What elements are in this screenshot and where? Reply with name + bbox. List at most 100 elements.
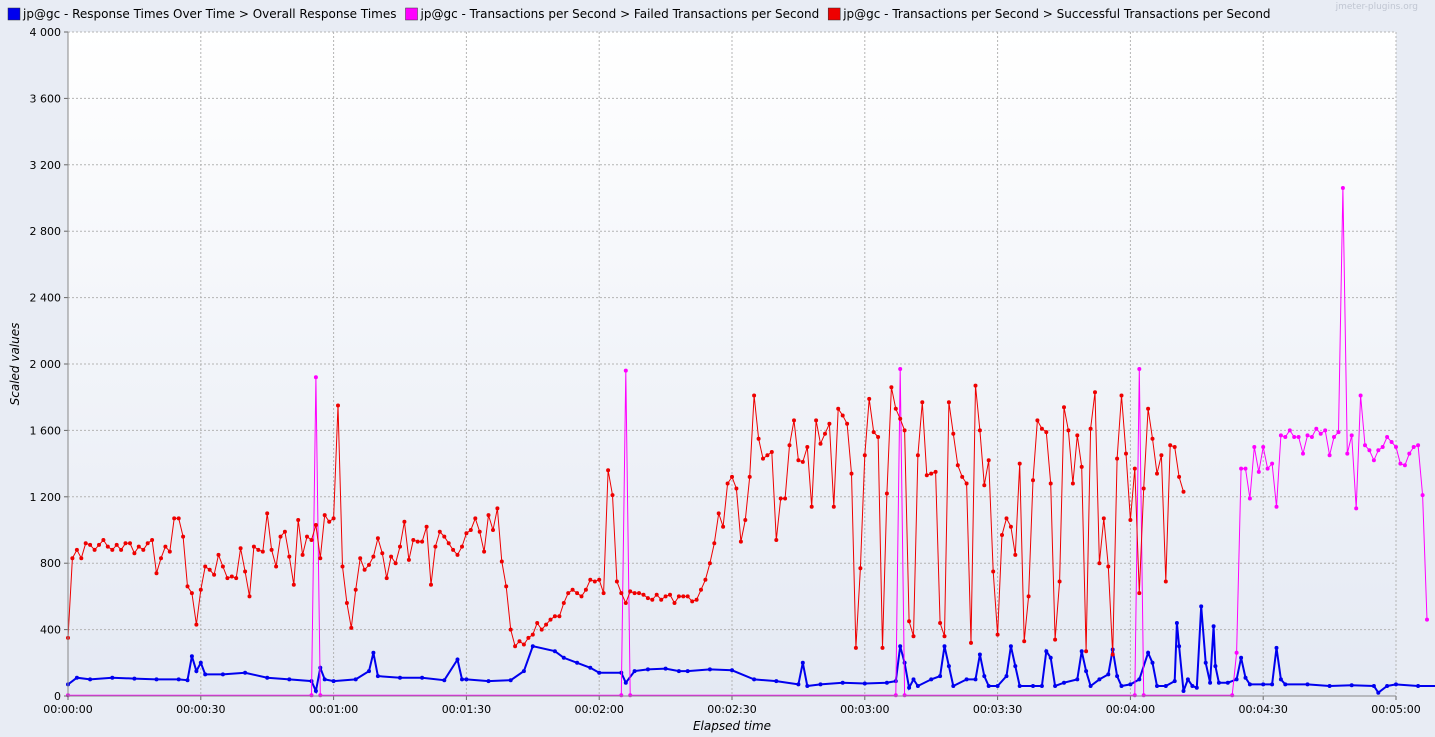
data-point [588, 577, 593, 582]
data-point [460, 677, 464, 682]
data-point [738, 539, 743, 544]
data-point [973, 677, 978, 682]
series-1 [66, 186, 1429, 698]
data-point [1416, 443, 1421, 448]
data-point [123, 541, 128, 546]
data-point [278, 534, 283, 539]
data-point [544, 622, 549, 627]
data-point [1177, 474, 1182, 479]
data-point [429, 582, 433, 587]
data-point [907, 685, 912, 690]
data-point [1185, 677, 1190, 682]
data-point [1031, 478, 1035, 483]
data-point [1044, 649, 1049, 654]
data-point [508, 678, 513, 683]
x-tick-label: 00:02:00 [574, 703, 623, 716]
data-point [986, 684, 991, 688]
data-point [185, 678, 190, 683]
data-point [114, 542, 119, 547]
data-point [1119, 684, 1124, 688]
series-0 [66, 604, 1435, 695]
data-point [176, 516, 181, 521]
data-point [1283, 435, 1288, 439]
data-point [194, 622, 199, 627]
data-point [92, 547, 97, 552]
data-point [229, 574, 234, 579]
data-point [898, 644, 903, 649]
data-point [601, 591, 606, 596]
data-point [1283, 682, 1288, 687]
data-point [1336, 430, 1341, 435]
data-point [610, 493, 615, 498]
data-point [1066, 428, 1071, 433]
data-point [176, 677, 181, 682]
data-point [1274, 645, 1279, 650]
data-point [583, 587, 588, 592]
data-point [707, 561, 712, 566]
data-point [1265, 466, 1270, 471]
data-point [946, 664, 951, 669]
data-point [769, 450, 774, 454]
data-point [1376, 690, 1381, 695]
data-point [561, 655, 566, 660]
data-point [623, 601, 628, 605]
data-point [1389, 440, 1394, 444]
data-point [1146, 406, 1151, 411]
data-point [88, 677, 93, 682]
data-point [154, 571, 159, 576]
data-point [800, 660, 805, 665]
data-point [1132, 693, 1137, 698]
data-point [1035, 418, 1040, 423]
data-point [1141, 693, 1146, 698]
data-point [805, 445, 810, 449]
data-point [101, 538, 106, 542]
data-point [836, 406, 841, 411]
data-point [566, 591, 571, 596]
data-point [203, 564, 208, 569]
data-point [588, 665, 593, 670]
data-point [141, 547, 146, 552]
data-point [1048, 481, 1053, 486]
y-axis-title: Scaled values [8, 323, 22, 406]
data-point [473, 516, 478, 521]
data-point [1053, 637, 1058, 642]
x-tick-label: 00:00:00 [43, 703, 92, 716]
data-point [526, 635, 531, 640]
data-point [977, 652, 982, 657]
data-point [1345, 451, 1350, 456]
data-point [1416, 684, 1421, 688]
data-point [787, 443, 792, 448]
data-point [991, 569, 996, 574]
data-point [548, 617, 553, 622]
x-tick-label: 00:04:30 [1238, 703, 1287, 716]
data-point [1239, 466, 1244, 471]
data-point [1163, 579, 1168, 584]
data-point [632, 591, 637, 596]
series-layer [66, 186, 1435, 698]
data-point [1119, 393, 1124, 398]
data-point [318, 693, 323, 698]
data-point [592, 579, 597, 584]
data-point [809, 504, 814, 509]
data-point [663, 594, 668, 599]
data-point [282, 529, 287, 534]
legend: jp@gc - Response Times Over Time > Overa… [7, 7, 1271, 21]
data-point [1203, 660, 1208, 665]
data-point [159, 556, 163, 561]
data-point [645, 667, 650, 672]
data-point [756, 436, 761, 441]
data-point [911, 677, 916, 682]
data-point [1371, 458, 1376, 463]
data-point [521, 669, 526, 674]
data-point [792, 418, 796, 423]
data-point [1172, 445, 1177, 449]
data-point [269, 547, 274, 552]
data-point [1256, 469, 1261, 474]
data-point [1230, 693, 1235, 698]
data-point [796, 458, 801, 463]
x-tick-label: 00:02:30 [707, 703, 756, 716]
data-point [1008, 644, 1013, 649]
data-point [420, 675, 425, 680]
data-point [685, 669, 690, 674]
data-point [1008, 524, 1013, 529]
